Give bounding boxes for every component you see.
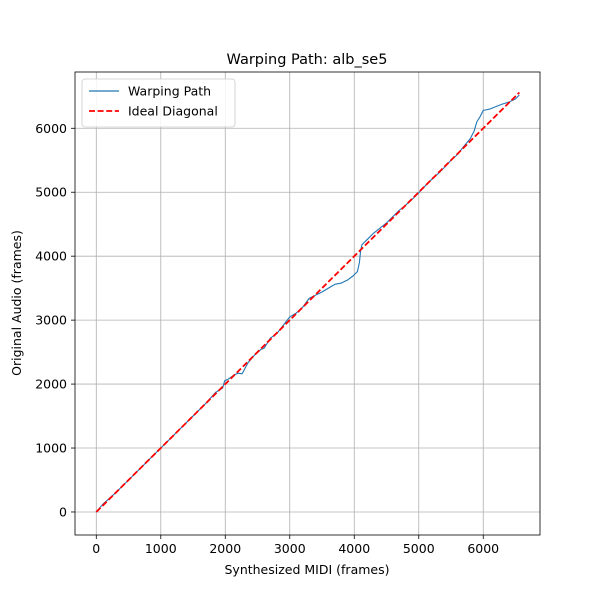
plot-frame [74, 71, 541, 536]
y-tick-label: 0 [59, 504, 67, 519]
y-tick-label: 5000 [35, 185, 67, 200]
grid-lines [75, 72, 540, 535]
chart-title: Warping Path: alb_se5 [227, 52, 388, 68]
x-tick-label: 1000 [145, 541, 177, 556]
x-tick-label: 6000 [467, 541, 499, 556]
legend-box [81, 78, 236, 128]
x-axis-label: Synthesized MIDI (frames) [224, 562, 389, 577]
y-tick-label: 4000 [35, 249, 67, 264]
y-tick-label: 1000 [35, 441, 67, 456]
axes [74, 71, 541, 536]
y-axis-label: Original Audio (frames) [9, 230, 24, 376]
x-tick-label: 4000 [338, 541, 370, 556]
series-layer [95, 91, 520, 513]
x-tick-label: 3000 [274, 541, 306, 556]
y-tick-label: 3000 [35, 313, 67, 328]
series-line-ideal-diagonal [95, 91, 520, 513]
y-tick-label: 2000 [35, 377, 67, 392]
x-tick-label: 0 [92, 541, 100, 556]
x-tick-label: 5000 [403, 541, 435, 556]
legend-label-ideal-diagonal: Ideal Diagonal [128, 104, 218, 119]
legend-label-warping-path: Warping Path [128, 84, 211, 99]
ticks: 0 1000 2000 3000 4000 5000 6000 0 1000 2000 3000 40… [35, 121, 499, 556]
legend: Warping Path Ideal Diagonal [81, 78, 236, 128]
y-tick-label: 6000 [35, 121, 67, 136]
x-tick-label: 2000 [209, 541, 241, 556]
